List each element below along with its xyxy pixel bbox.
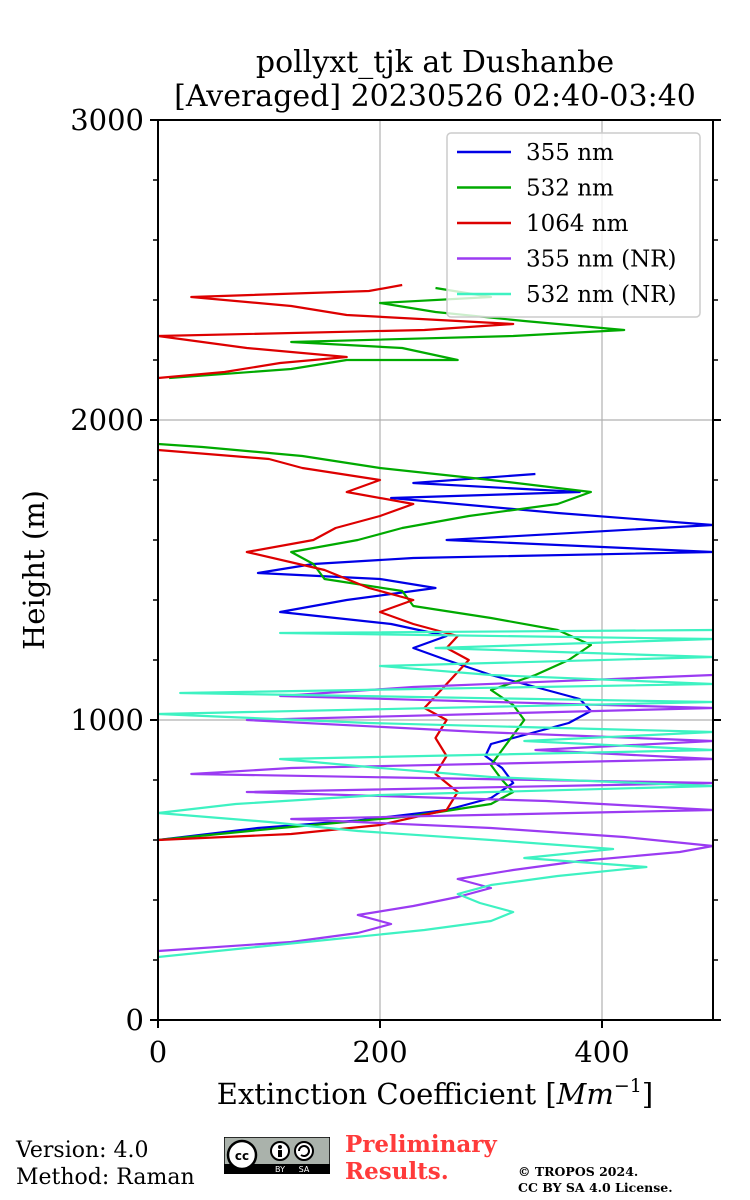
x-tick-label-0: 0 <box>149 1035 167 1069</box>
version-text: Version: 4.0 <box>16 1138 149 1163</box>
sa-icon <box>294 1141 314 1161</box>
by-icon-head <box>278 1145 282 1149</box>
series-line-4 <box>158 628 713 959</box>
preliminary-label: Preliminary <box>345 1131 497 1158</box>
cc-icon-text: cc <box>235 1149 249 1163</box>
by-icon-body <box>278 1150 282 1157</box>
copyright-text: © TROPOS 2024. <box>518 1164 639 1179</box>
license-text: CC BY SA 4.0 License. <box>518 1180 673 1195</box>
x-axis-label-text: Extinction Coefficient [ <box>217 1077 557 1111</box>
x-tick-label-2: 400 <box>574 1035 629 1069</box>
x-axis-label: Extinction Coefficient [Mm−1] <box>217 1075 653 1111</box>
y-tick-label-0: 0 <box>126 1003 144 1037</box>
preliminary-label-2: Results. <box>345 1158 449 1185</box>
x-axis-label-end: ] <box>642 1077 653 1111</box>
plot-frame <box>157 119 714 1021</box>
sa-label: SA <box>299 1165 310 1174</box>
series-line-3 <box>158 673 713 953</box>
legend-box <box>446 132 701 318</box>
legend-label-4: 532 nm (NR) <box>526 282 677 308</box>
legend-label-1: 532 nm <box>526 176 614 202</box>
x-axis-label-exp: −1 <box>614 1075 642 1097</box>
y-tick-label-2: 2000 <box>70 403 144 437</box>
method-text: Method: Raman <box>16 1165 195 1190</box>
chart-title-line1: pollyxt_tjk at Dushanbe <box>256 45 614 80</box>
cc-icon <box>226 1139 258 1171</box>
sa-icon-arrow <box>298 1145 310 1157</box>
y-tick-label-1: 1000 <box>70 703 144 737</box>
legend-label-2: 1064 nm <box>526 211 629 237</box>
series-layer <box>158 283 713 959</box>
axis-ticks: 0 200 400 0 1000 2000 3000 <box>70 103 721 1069</box>
x-tick-label-1: 200 <box>352 1035 407 1069</box>
by-label: BY <box>275 1165 285 1174</box>
legend-label-3: 355 nm (NR) <box>526 247 677 273</box>
x-axis-label-unit: Mm <box>556 1077 614 1111</box>
legend-label-0: 355 nm <box>526 140 614 166</box>
cc-by-sa-badge: cc BY SA <box>224 1137 330 1174</box>
y-axis-label: Height (m) <box>17 490 51 650</box>
y-tick-label-3: 3000 <box>70 103 144 137</box>
series-line-0 <box>158 472 713 842</box>
legend: 355 nm 532 nm 1064 nm 355 nm (NR) 532 nm (NR… <box>446 132 701 318</box>
chart-title-line2: [Averaged] 20230526 02:40-03:40 <box>174 79 696 114</box>
